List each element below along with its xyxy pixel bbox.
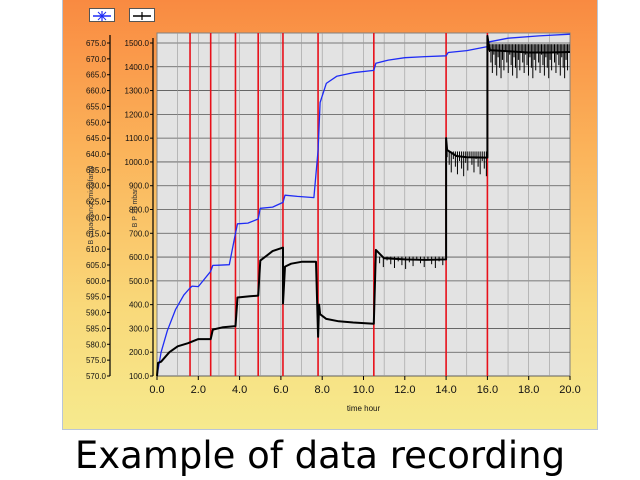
inner-y-tick-label: 1400.0 [125, 63, 150, 72]
outer-y-tick-label: 575.0 [86, 356, 107, 365]
series-black-noise [375, 44, 570, 269]
outer-y-tick-label: 610.0 [86, 245, 107, 254]
outer-y-tick-label: 625.0 [86, 198, 107, 207]
inner-y-tick-label: 1200.0 [125, 110, 150, 119]
inner-y-tick-label: 1500.0 [125, 39, 150, 48]
outer-y-tick-label: 665.0 [86, 71, 107, 80]
x-tick-label: 6.0 [273, 384, 288, 396]
x-tick-label: 2.0 [191, 384, 206, 396]
outer-y-tick-label: 630.0 [86, 182, 107, 191]
outer-y-tick-label: 670.0 [86, 55, 107, 64]
outer-y-tick-label: 655.0 [86, 102, 107, 111]
inner-y-axis-label: B P 10 mbar [132, 188, 139, 227]
outer-y-tick-label: 650.0 [86, 118, 107, 127]
series-line-blue [156, 33, 571, 377]
legend-black-series-marker[interactable] [129, 8, 155, 22]
inner-y-tick-label: 1000.0 [125, 158, 150, 167]
outer-y-tick-label: 590.0 [86, 309, 107, 318]
outer-y-tick-label: 600.0 [86, 277, 107, 286]
inner-y-tick-label: 1100.0 [125, 134, 149, 143]
inner-y-tick-label: 300.0 [129, 324, 150, 333]
inner-y-tick-label: 200.0 [129, 348, 150, 357]
inner-y-tick-label: 400.0 [129, 301, 150, 310]
inner-y-tick-label: 900.0 [129, 182, 150, 191]
x-axis-label: time hour [347, 404, 381, 413]
outer-y-axis-label: B capacitance microfarad [88, 165, 95, 244]
legend-blue-series-marker[interactable] [89, 8, 115, 22]
figure-caption: Example of data recording [74, 434, 566, 477]
x-tick-label: 8.0 [315, 384, 330, 396]
inner-y-tick-label: 100.0 [129, 372, 150, 381]
outer-y-tick-label: 635.0 [86, 166, 107, 175]
outer-y-tick-label: 580.0 [86, 340, 107, 349]
inner-y-tick-label: 500.0 [129, 277, 150, 286]
outer-y-tick-label: 640.0 [86, 150, 107, 159]
outer-y-tick-label: 585.0 [86, 324, 107, 333]
x-tick-label: 14.0 [435, 384, 456, 396]
inner-y-tick-label: 700.0 [129, 229, 150, 238]
inner-y-tick-label: 800.0 [129, 206, 150, 215]
outer-y-tick-label: 615.0 [86, 229, 107, 238]
outer-y-tick-label: 605.0 [86, 261, 107, 270]
x-tick-label: 10.0 [353, 384, 374, 396]
x-tick-label: 18.0 [518, 384, 539, 396]
inner-y-tick-label: 600.0 [129, 253, 150, 262]
x-tick-label: 0.0 [149, 384, 164, 396]
outer-y-tick-label: 570.0 [86, 372, 107, 381]
outer-y-tick-label: 620.0 [86, 213, 107, 222]
x-tick-label: 20.0 [559, 384, 580, 396]
inner-y-tick-label: 1300.0 [125, 87, 150, 96]
x-tick-label: 12.0 [394, 384, 415, 396]
outer-y-tick-label: 595.0 [86, 293, 107, 302]
outer-y-tick-label: 645.0 [86, 134, 107, 143]
chart-plot: 570.0 575.0 580.0 585.0 590.0 595.0 600.0 605.0… [86, 32, 581, 413]
x-tick-label: 4.0 [232, 384, 247, 396]
outer-y-tick-label: 660.0 [86, 87, 107, 96]
outer-y-tick-label: 675.0 [86, 39, 107, 48]
x-tick-label: 16.0 [477, 384, 498, 396]
